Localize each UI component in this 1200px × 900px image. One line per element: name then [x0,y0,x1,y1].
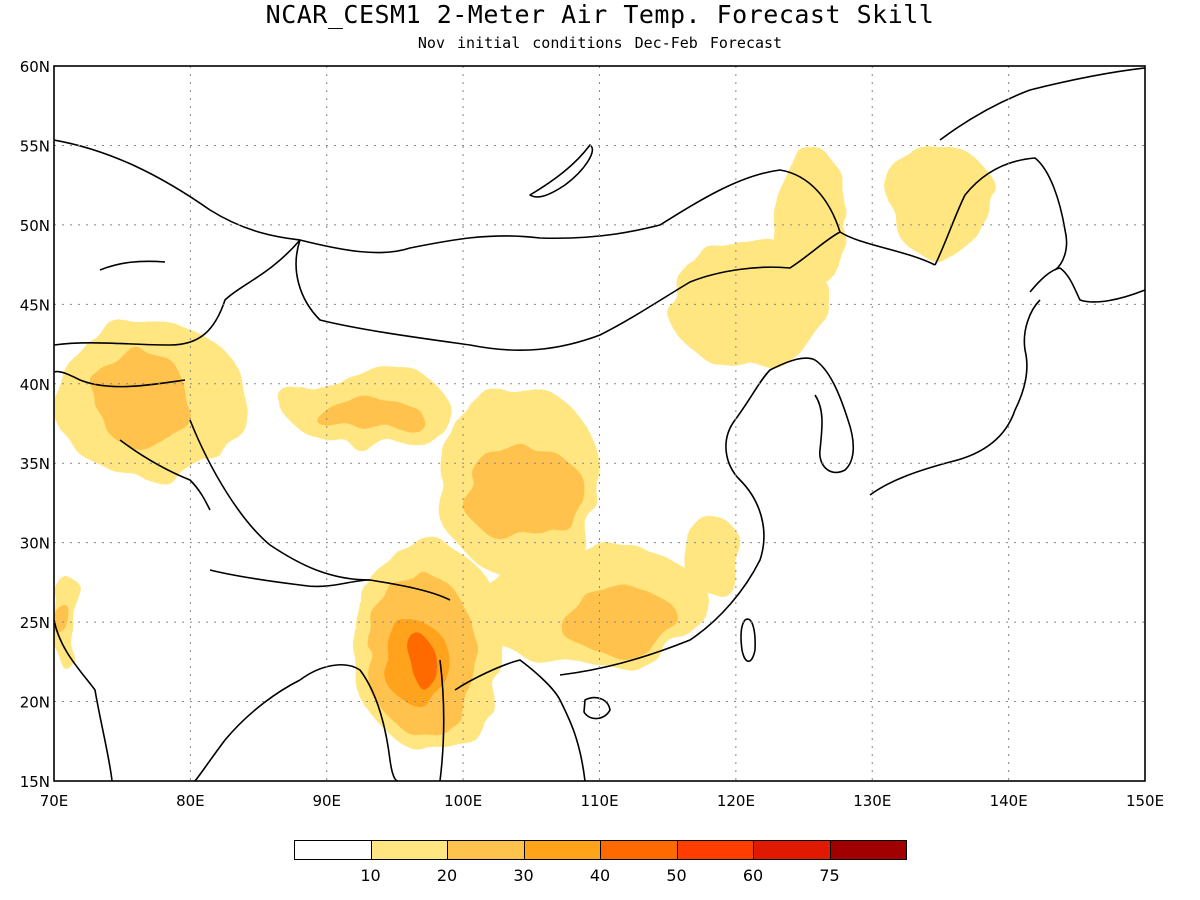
lat-tick-label: 45N [20,296,50,314]
colorbar-swatch [676,840,754,860]
colorbar-label: 40 [589,866,611,885]
skill-region-7 [558,590,682,654]
lon-tick-label: 80E [176,792,205,810]
colorbar-label: 60 [742,866,764,885]
lon-tick-label: 120E [717,792,755,810]
colorbar-label: 30 [513,866,534,885]
lat-tick-label: 20N [20,694,50,712]
lon-tick-label: 90E [312,792,341,810]
colorbar-label: 10 [360,866,381,885]
colorbar-swatch [294,840,372,860]
colorbar-swatch [523,840,601,860]
colorbar-label: 20 [436,866,458,885]
lon-tick-label: 100E [444,792,482,810]
skill-region-14 [885,145,995,257]
colorbar-swatch [753,840,831,860]
map-gridlines [54,66,1145,781]
map-subtitle: Nov initial conditions Dec-Feb Forecast [417,34,783,52]
skill-shading [54,145,995,750]
colorbar-swatch [447,840,525,860]
skill-region-3 [313,399,423,432]
colorbar-label: 50 [666,866,687,885]
lat-tick-label: 50N [20,217,50,235]
lon-tick-label: 130E [853,792,891,810]
lon-tick-label: 140E [990,792,1028,810]
skill-region-11 [408,638,436,686]
skill-region-1 [94,352,191,448]
colorbar-swatch [370,840,448,860]
map-title: NCAR_CESM1 2-Meter Air Temp. Forecast Sk… [265,0,935,29]
skill-region-15 [667,240,832,368]
lat-tick-label: 25N [20,614,50,632]
lat-tick-label: 40N [20,376,50,394]
latitude-labels: 15N 20N 25N 30N 35N 40N 45N 50N 55N 60N [20,58,50,791]
colorbar-label: 75 [819,866,840,885]
skill-region-5 [463,447,586,543]
longitude-labels: 70E 80E 90E 100E 110E 120E 130E 140E 150E [40,792,1164,810]
lat-tick-label: 60N [20,58,50,76]
lat-tick-label: 35N [20,455,50,473]
lat-tick-label: 30N [20,535,50,553]
colorbar [294,840,907,862]
lat-tick-label: 15N [20,773,50,791]
colorbar-swatch [600,840,678,860]
coastlines [54,67,1145,781]
map-frame [53,65,1146,782]
lon-tick-label: 110E [580,792,618,810]
lon-tick-label: 150E [1126,792,1164,810]
skill-region-17 [54,606,75,638]
lat-tick-label: 55N [20,137,50,155]
colorbar-swatch [829,840,907,860]
skill-region-12 [681,510,736,591]
lon-tick-label: 70E [40,792,69,810]
